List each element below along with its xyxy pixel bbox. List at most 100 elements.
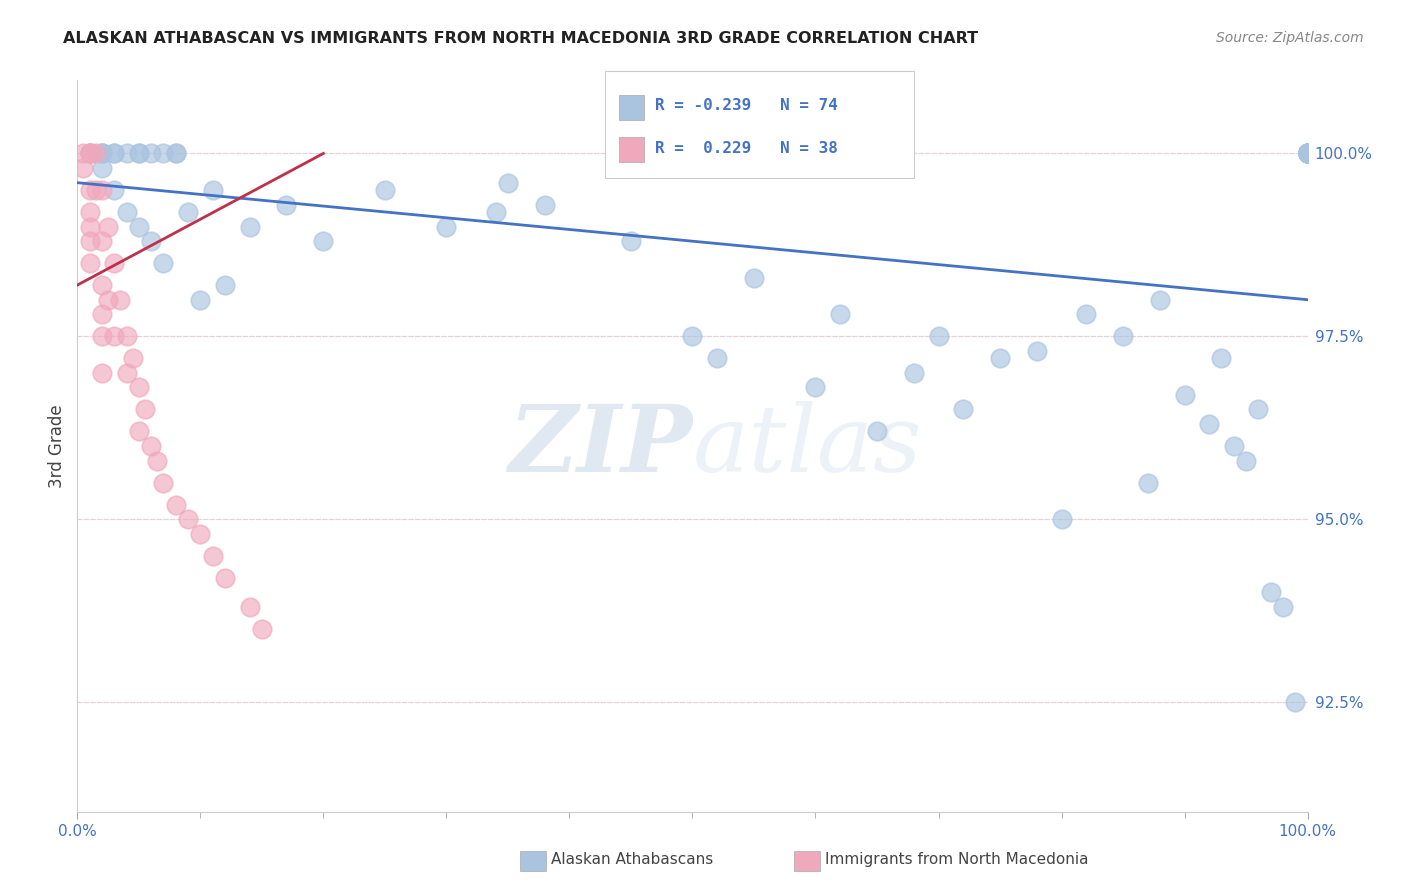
Point [90,234,114,248]
Text: ZIP: ZIP [508,401,693,491]
Point [1296,146,1319,161]
Point [1296,146,1319,161]
Point [485,205,508,219]
Point [134,402,156,417]
Point [312,234,335,248]
Point [1260,585,1282,599]
Point [90,146,114,161]
Point [903,366,925,380]
Point [152,146,174,161]
Point [201,183,224,197]
Text: atlas: atlas [693,401,922,491]
Point [1284,695,1306,709]
Point [84,183,107,197]
Point [121,351,143,366]
Point [141,234,163,248]
Point [152,256,174,270]
Point [115,366,138,380]
Point [1136,475,1159,490]
Text: R =  0.229   N = 38: R = 0.229 N = 38 [655,141,838,155]
Point [250,622,273,636]
Point [682,329,704,343]
Point [103,146,125,161]
Point [742,270,765,285]
Point [79,146,101,161]
Point [90,307,114,321]
Point [103,329,125,343]
Point [1296,146,1319,161]
Point [534,197,557,211]
Point [110,293,132,307]
Point [988,351,1011,366]
Point [146,453,169,467]
Point [1026,343,1049,358]
Point [90,329,114,343]
Point [177,205,200,219]
Point [97,293,120,307]
Point [103,256,125,270]
Point [103,183,125,197]
Point [141,146,163,161]
Point [928,329,950,343]
Point [952,402,974,417]
Point [90,366,114,380]
Point [1296,146,1319,161]
Point [79,183,101,197]
Point [804,380,827,394]
Point [239,599,262,614]
Point [1296,146,1319,161]
Point [79,146,101,161]
Point [141,439,163,453]
Point [436,219,458,234]
Point [239,219,262,234]
Point [79,256,101,270]
Point [188,526,212,541]
Point [1211,351,1233,366]
Point [128,146,150,161]
Point [128,219,150,234]
Point [165,498,187,512]
Y-axis label: 3rd Grade: 3rd Grade [48,404,66,488]
Point [165,146,187,161]
Point [177,512,200,526]
Point [1112,329,1135,343]
Point [90,146,114,161]
Point [84,146,107,161]
Point [115,329,138,343]
Point [90,183,114,197]
Point [1296,146,1319,161]
Point [1296,146,1319,161]
Point [90,146,114,161]
Point [496,176,519,190]
Point [115,205,138,219]
Point [1149,293,1171,307]
Point [1234,453,1257,467]
Point [214,278,236,293]
Point [1296,146,1319,161]
Point [79,146,101,161]
Text: Immigrants from North Macedonia: Immigrants from North Macedonia [825,853,1088,867]
Point [214,571,236,585]
Point [1296,146,1319,161]
Point [188,293,212,307]
Point [103,146,125,161]
Point [79,219,101,234]
Point [165,146,187,161]
Point [866,425,889,439]
Text: Alaskan Athabascans: Alaskan Athabascans [551,853,713,867]
Point [128,380,150,394]
Point [79,205,101,219]
Point [72,161,94,175]
Point [79,146,101,161]
Point [1223,439,1246,453]
Point [1076,307,1098,321]
Point [374,183,396,197]
Point [90,161,114,175]
Point [1050,512,1073,526]
Point [1198,417,1220,431]
Point [79,234,101,248]
Point [1296,146,1319,161]
Point [620,234,643,248]
Point [1247,402,1270,417]
Point [1296,146,1319,161]
